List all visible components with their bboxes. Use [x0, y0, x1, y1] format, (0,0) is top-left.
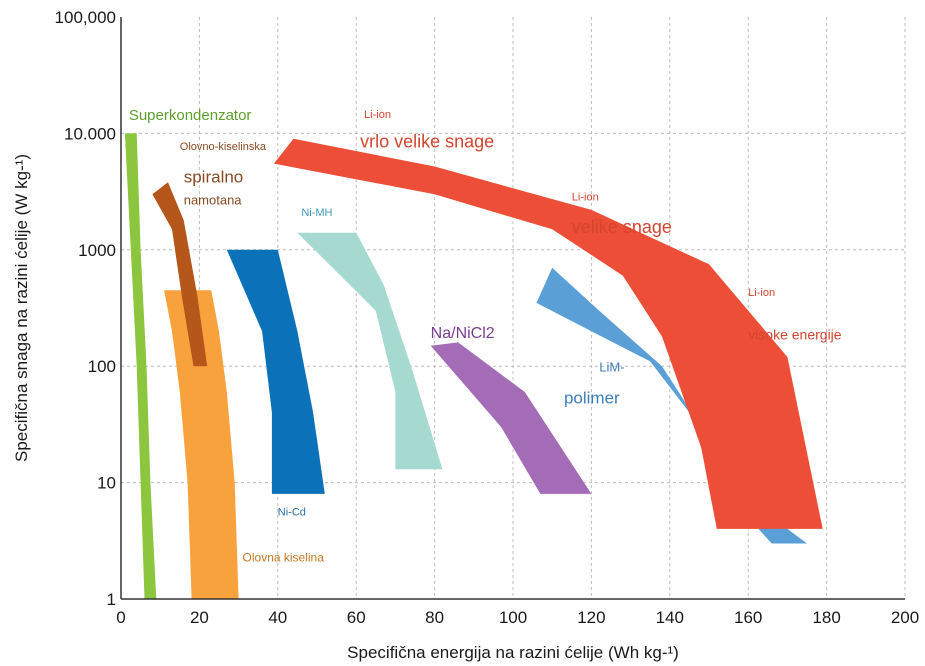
region-olovna-kiselina — [164, 290, 239, 599]
region-na-nicl2 — [430, 342, 592, 494]
y-tick-label: 10.000 — [64, 124, 116, 143]
annotation-label: Ni-Cd — [278, 507, 306, 519]
x-tick-label: 160 — [734, 608, 762, 627]
annotation-label: spiralno — [184, 167, 244, 186]
annotation-label: vrlo velike snage — [360, 131, 494, 151]
y-tick-label: 1000 — [78, 241, 116, 260]
tick-labels: 0 20 40 60 80 100 120 140 160 180 200 1 10 100 1000 10.… — [55, 8, 920, 627]
y-tick-label: 10 — [97, 474, 116, 493]
annotation-label: Li-ion — [748, 287, 775, 299]
annotation-label: Olovno-kiselinska — [180, 141, 267, 153]
region-li-ion — [273, 138, 823, 529]
annotation-label: Ni-MH — [301, 207, 332, 219]
x-axis-title: Specifična energija na razini ćelije (Wh… — [347, 643, 679, 662]
y-tick-label: 1 — [107, 590, 116, 609]
x-tick-label: 100 — [499, 608, 527, 627]
x-tick-label: 80 — [425, 608, 444, 627]
region-lim-polimer — [536, 267, 807, 544]
axes — [120, 17, 905, 600]
x-tick-label: 60 — [347, 608, 366, 627]
annotation-label: LiM- — [599, 360, 624, 375]
annotation-label: Olovna kiselina — [243, 550, 325, 564]
x-tick-label: 200 — [891, 608, 919, 627]
y-tick-label: 100 — [88, 357, 116, 376]
region-superkondenzator — [124, 133, 157, 599]
annotation-label: Li-ion — [572, 192, 599, 204]
annotation-label: visoke energije — [748, 326, 842, 342]
region-olovno-kiselinska-spiralno-namotana — [152, 182, 208, 367]
annotation-label: namotana — [184, 193, 243, 208]
x-tick-label: 40 — [268, 608, 287, 627]
region-ni-cd — [226, 249, 325, 494]
x-tick-label: 140 — [656, 608, 684, 627]
x-tick-label: 20 — [190, 608, 209, 627]
series-regions — [124, 133, 823, 599]
annotation-label: Superkondenzator — [129, 107, 252, 124]
x-tick-label: 180 — [812, 608, 840, 627]
y-tick-label: 100,000 — [55, 8, 116, 27]
annotation-label: velike snage — [572, 217, 672, 237]
annotations: Superkondenzator Olovno-kiselinska spiraln… — [129, 107, 842, 564]
region-ni-mh — [297, 232, 443, 470]
y-axis-title: Specifična snaga na razini ćelije (W kg-… — [12, 154, 31, 462]
x-tick-label: 120 — [577, 608, 605, 627]
annotation-label: Na/NiCl2 — [431, 325, 495, 342]
x-tick-label: 0 — [116, 608, 125, 627]
annotation-label: Li-ion — [364, 109, 391, 121]
annotation-label: polimer — [564, 388, 620, 407]
